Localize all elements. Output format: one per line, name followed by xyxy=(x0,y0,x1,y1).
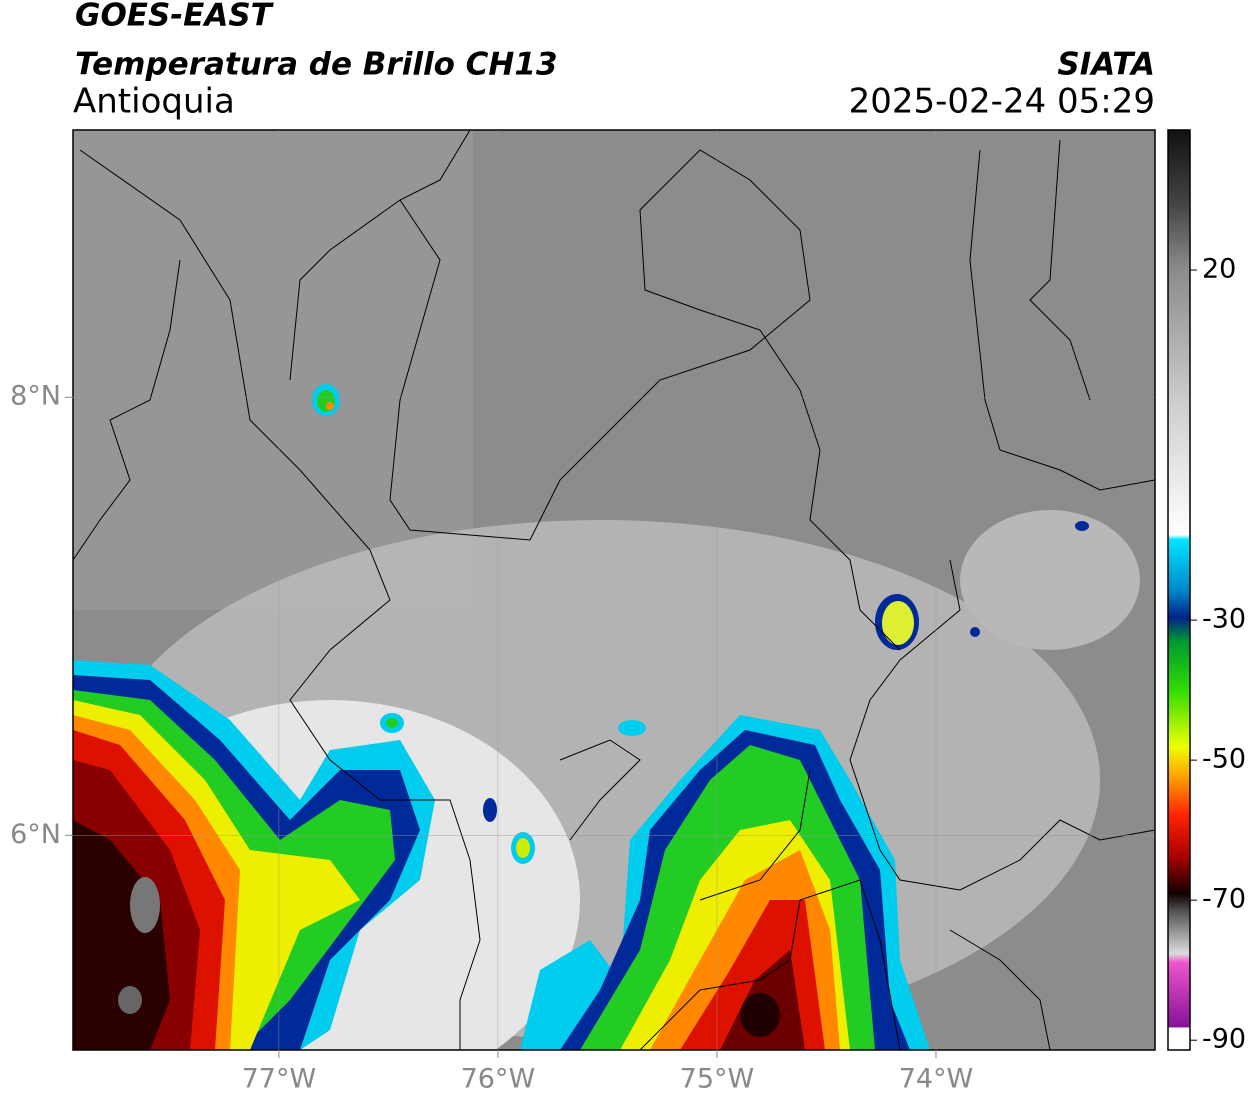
y-tick-label: 8°N xyxy=(10,381,61,412)
y-tick-label: 6°N xyxy=(10,819,61,850)
colorbar-tick-label: -30 xyxy=(1202,604,1246,635)
colorbar-tick-label: -50 xyxy=(1202,744,1246,775)
datetime: 2025-02-24 05:29 xyxy=(849,82,1155,122)
imagery xyxy=(73,130,1155,1050)
title: GOES-EAST xyxy=(75,0,275,34)
x-tick-label: 76°W xyxy=(461,1064,536,1095)
map-frame xyxy=(72,129,1156,1051)
x-tick-label: 74°W xyxy=(899,1064,974,1095)
colorbar xyxy=(1167,129,1191,1051)
region: Antioquia xyxy=(73,82,235,122)
source: SIATA xyxy=(1057,47,1155,83)
x-tick-label: 75°W xyxy=(680,1064,755,1095)
colorbar-tick-label: -90 xyxy=(1202,1024,1246,1055)
colorbar-tick-label: 20 xyxy=(1202,254,1236,285)
subtitle: Temperatura de Brillo CH13 xyxy=(75,47,558,83)
colorbar-tick-label: -70 xyxy=(1202,884,1246,915)
x-tick-label: 77°W xyxy=(242,1064,317,1095)
